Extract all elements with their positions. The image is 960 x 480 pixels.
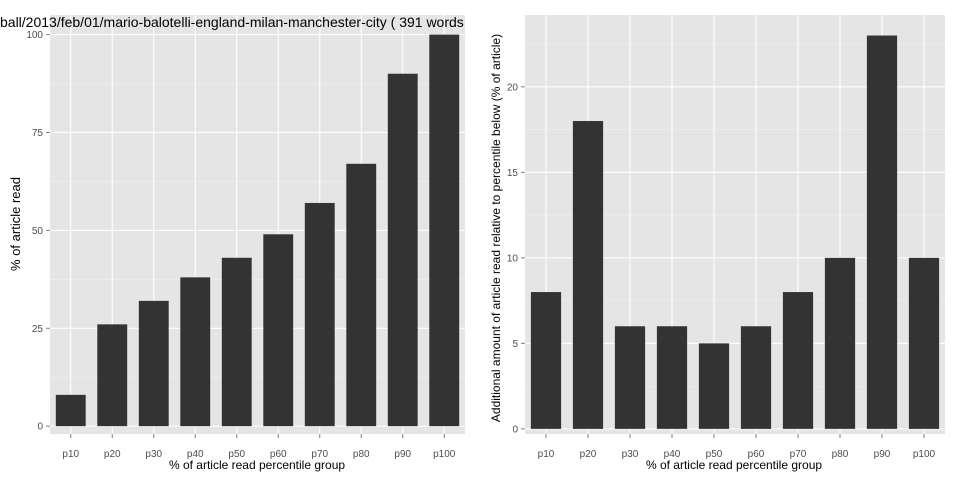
bar-p70	[304, 202, 335, 427]
bar-p50	[698, 343, 730, 429]
chart-panel-1: 0 25 50 75 100 p10 p20 p30 p40 p50 p60 p70 p80 p90 p10…	[8, 15, 465, 472]
x-tick-label-p20: p20	[580, 449, 597, 460]
bar-p10	[55, 394, 86, 427]
x-tick-label-p10: p10	[538, 449, 555, 460]
x-tick-label-p100: p100	[913, 449, 936, 460]
x-tick-label-p10: p10	[62, 449, 79, 460]
bar-p60	[740, 326, 772, 429]
x-tick-label-p30: p30	[622, 449, 639, 460]
bar-p80	[346, 163, 377, 427]
x-tick-label-p80: p80	[353, 449, 370, 460]
y-tick-label: 0	[512, 424, 518, 435]
x-tick-label-p90: p90	[394, 449, 411, 460]
bar-p50	[221, 257, 252, 427]
y-tick-label: 75	[32, 128, 44, 139]
y-tick-label: 100	[26, 30, 43, 41]
x-tick-label-p90: p90	[874, 449, 891, 460]
y-tick-label: 0	[37, 422, 43, 433]
y-axis-title: Additional amount of article read relati…	[489, 34, 503, 422]
y-tick-label: 50	[32, 226, 44, 237]
y-tick-label: 5	[512, 339, 518, 350]
bar-p20	[97, 324, 128, 427]
y-tick-label: 10	[507, 253, 519, 264]
bar-p20	[572, 121, 604, 429]
bar-p100	[429, 34, 460, 427]
y-axis-title: % of article read	[8, 177, 23, 271]
x-tick-label-p70: p70	[311, 449, 328, 460]
y-tick-label: 25	[32, 324, 44, 335]
x-tick-label-p80: p80	[832, 449, 849, 460]
bar-p90	[866, 35, 898, 429]
x-axis-title: % of article read percentile group	[169, 458, 345, 472]
x-axis-title: % of article read percentile group	[646, 458, 822, 472]
bar-p40	[656, 326, 688, 429]
chart-panel-2: 0 5 10 15 20 p10 p20 p30 p40 p50 p60 p70 p80 p90 p100%…	[489, 15, 945, 472]
x-tick-label-p60: p60	[270, 449, 287, 460]
x-tick-label-p30: p30	[145, 449, 162, 460]
y-tick-label: 15	[507, 168, 519, 179]
bar-p40	[180, 277, 211, 427]
y-tick-label: 20	[507, 82, 519, 93]
chart-title: ball/2013/feb/01/mario-balotelli-england…	[0, 14, 464, 30]
x-tick-label-p60: p60	[748, 449, 765, 460]
bar-p100	[908, 257, 940, 429]
x-tick-label-p70: p70	[790, 449, 807, 460]
x-tick-label-p40: p40	[664, 449, 681, 460]
x-tick-label-p100: p100	[433, 449, 456, 460]
bar-p10	[530, 292, 562, 429]
x-tick-label-p50: p50	[228, 449, 245, 460]
bar-p70	[782, 292, 814, 429]
bar-p90	[387, 73, 418, 427]
x-tick-label-p20: p20	[104, 449, 121, 460]
bar-p60	[263, 234, 294, 427]
x-tick-label-p50: p50	[706, 449, 723, 460]
x-tick-label-p40: p40	[187, 449, 204, 460]
bar-p80	[824, 257, 856, 429]
bar-p30	[614, 326, 646, 429]
bar-p30	[138, 300, 169, 427]
